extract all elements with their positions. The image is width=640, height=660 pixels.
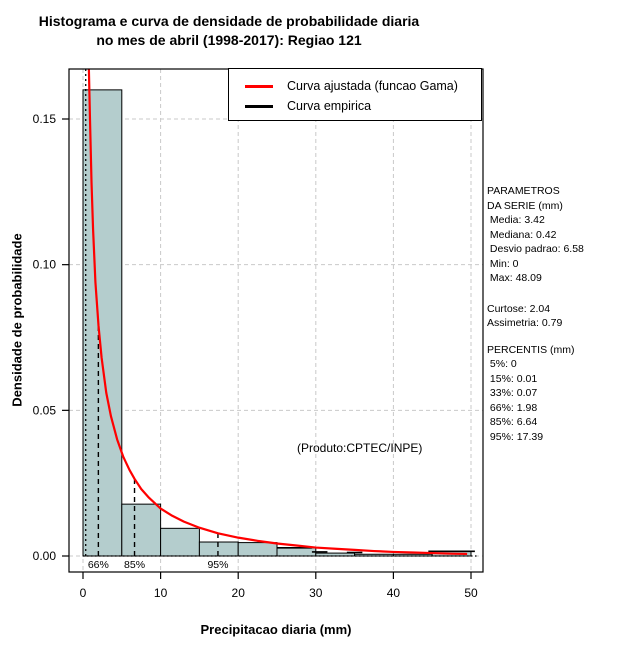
y-tick-label: 0.10 (33, 258, 57, 272)
panel-line: Curtose: 2.04 (487, 302, 551, 315)
panel-line: Mediana: 0.42 (487, 228, 557, 241)
product-annotation: (Produto:CPTEC/INPE) (297, 441, 423, 455)
legend-item-empirical: Curva empirica (229, 96, 481, 116)
percentile-label: 66% (88, 559, 109, 571)
fitted-curve-swatch (245, 84, 273, 88)
axis-ticks-and-labels: 0 10 20 30 40 50 0.00 0.05 0.10 0.15 (33, 112, 478, 600)
histogram-bar (121, 503, 162, 557)
gridlines (69, 69, 483, 572)
x-tick-label: 30 (309, 586, 323, 600)
percentile-label: 85% (124, 559, 145, 571)
panel-line: Max: 48.09 (487, 272, 542, 284)
histogram-bar (82, 89, 123, 557)
histogram-bars (82, 89, 472, 557)
panel-line: 33%: 0.07 (487, 387, 538, 399)
panel-line: 15%: 0.01 (487, 372, 538, 385)
y-tick-label: 0.00 (33, 549, 57, 563)
x-axis-label: Precipitacao diaria (mm) (200, 622, 352, 637)
y-tick-label: 0.15 (33, 112, 57, 126)
parameters-group: PARAMETROS DA SERIE (mm) Media: 3.42 Med… (487, 184, 584, 286)
panel-line: 95%: 17.39 (487, 430, 544, 443)
x-tick-label: 50 (464, 586, 478, 600)
x-tick-label: 20 (232, 586, 246, 600)
panel-line: 66%: 1.98 (487, 401, 538, 414)
panel-line: PARAMETROS (487, 185, 560, 197)
legend-label-fitted: Curva ajustada (funcao Gama) (287, 79, 458, 93)
empirical-curve-swatch (245, 104, 273, 108)
moments-group: Curtose: 2.04 Assimetria: 0.79 (487, 302, 584, 331)
chart-title-line1: Histograma e curva de densidade de proba… (38, 13, 420, 29)
panel-line: PERCENTIS (mm) (487, 343, 575, 356)
fitted-gamma-curve (87, 69, 468, 556)
legend-label-empirical: Curva empirica (287, 99, 372, 113)
panel-line: Min: 0 (487, 257, 519, 270)
panel-line: 5%: 0 (487, 358, 517, 370)
y-tick-label: 0.05 (33, 403, 57, 417)
percentile-markers: 66% 85% 95% (88, 325, 228, 571)
x-tick-label: 0 (80, 586, 87, 600)
panel-line: Media: 3.42 (487, 214, 545, 226)
plot-frame (68, 68, 484, 573)
panel-line: Desvio padrao: 6.58 (487, 243, 584, 255)
percentile-label: 95% (207, 559, 228, 571)
legend: Curva ajustada (funcao Gama) Curva empir… (228, 68, 482, 121)
panel-line: Assimetria: 0.79 (487, 317, 563, 329)
x-tick-label: 10 (154, 586, 168, 600)
histogram-bar (198, 541, 239, 557)
histogram-bar (237, 542, 278, 557)
x-tick-label: 40 (387, 586, 401, 600)
series-parameters-panel: PARAMETROS DA SERIE (mm) Media: 3.42 Med… (487, 184, 584, 444)
panel-line: DA SERIE (mm) (487, 199, 563, 212)
histogram-bar (276, 547, 317, 557)
gamma-curve-path (87, 69, 468, 556)
percentiles-group: PERCENTIS (mm) 5%: 0 15%: 0.01 33%: 0.07… (487, 343, 584, 445)
panel-line: 85%: 6.64 (487, 416, 538, 428)
chart-title: Histograma e curva de densidade de proba… (0, 12, 458, 50)
legend-item-fitted: Curva ajustada (funcao Gama) (229, 76, 481, 96)
empirical-curve (83, 69, 478, 557)
histogram-bar (160, 527, 200, 557)
chart-title-line2: no mes de abril (1998-2017): Regiao 121 (96, 32, 362, 48)
